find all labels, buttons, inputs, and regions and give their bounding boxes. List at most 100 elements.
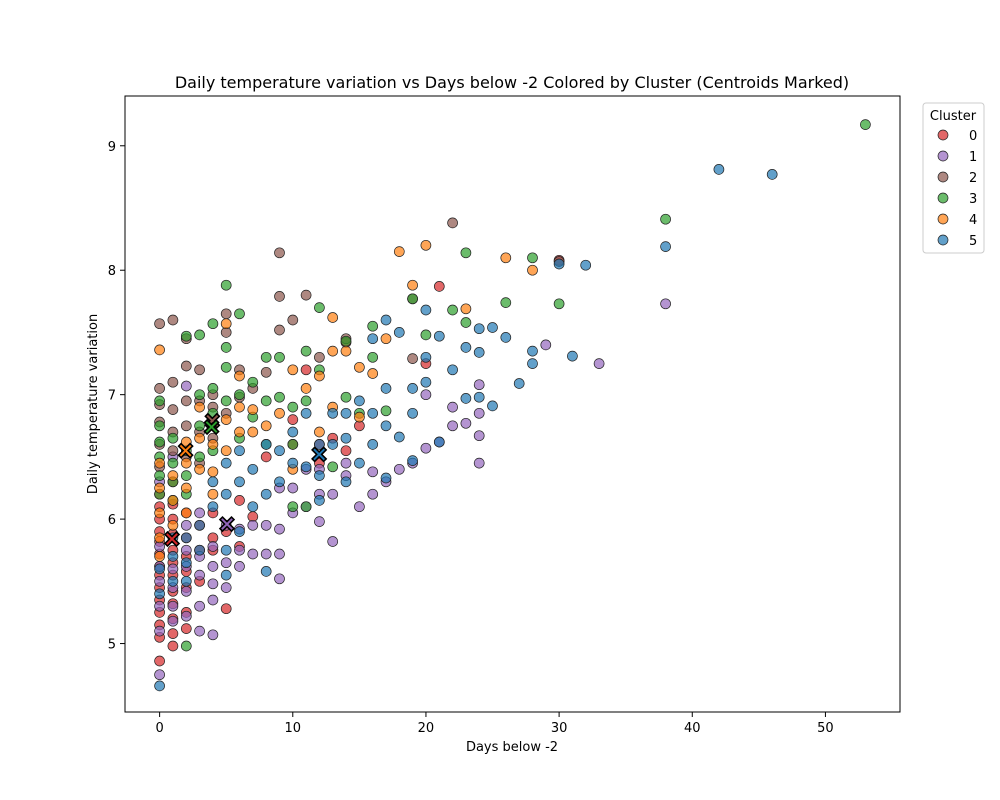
data-point-cluster-3 [300,395,312,407]
data-point-cluster-5 [393,327,405,338]
data-point-cluster-4 [380,333,392,345]
data-point-cluster-3 [234,389,245,401]
data-point-cluster-5 [380,472,392,484]
data-point-cluster-3 [260,351,272,363]
data-point-cluster-2 [180,360,192,372]
data-point-cluster-4 [167,495,179,506]
data-point-cluster-5 [314,439,325,450]
data-point-cluster-1 [420,442,432,454]
data-point-cluster-1 [207,629,219,641]
data-point-cluster-2 [167,404,179,415]
centroid-marker-cluster-4 [177,442,194,459]
data-point-cluster-3 [220,361,232,373]
data-point-cluster-5 [234,476,245,488]
data-point-cluster-0 [340,445,352,457]
data-point-cluster-5 [154,563,165,575]
data-point-cluster-3 [260,395,272,407]
legend-swatch-cluster-3 [937,192,949,204]
legend-items: 0 1 2 3 4 5 [937,129,977,249]
data-point-cluster-1 [220,582,232,593]
data-point-cluster-3 [380,405,392,417]
data-point-cluster-2 [167,376,179,388]
data-point-cluster-1 [207,594,219,606]
data-point-cluster-1 [194,600,205,612]
data-point-cluster-3 [287,439,299,450]
data-point-cluster-1 [260,519,272,531]
data-point-cluster-1 [194,569,205,581]
data-point-cluster-4 [300,383,312,394]
data-point-cluster-5 [234,445,245,457]
data-point-cluster-0 [167,640,179,652]
data-point-cluster-5 [260,488,272,500]
data-point-cluster-4 [194,463,205,475]
data-point-cluster-4 [220,414,232,425]
data-point-cluster-3 [274,351,285,363]
data-point-cluster-5 [194,544,205,556]
data-point-cluster-2 [274,324,285,336]
legend-swatch-cluster-1 [937,150,949,162]
data-point-cluster-3 [314,302,325,313]
legend-title: Cluster [930,109,977,124]
data-point-cluster-3 [287,401,299,413]
data-point-cluster-4 [407,279,418,291]
legend-box [922,102,985,254]
data-point-cluster-2 [300,289,312,301]
centroid-marker-cluster-1 [218,515,236,533]
data-point-cluster-3 [154,436,165,448]
data-point-cluster-4 [527,264,538,276]
data-point-cluster-1 [447,420,458,432]
data-point-cluster-2 [167,314,179,326]
data-point-cluster-5 [553,258,565,270]
data-point-cluster-0 [260,451,272,463]
data-point-cluster-3 [220,395,232,407]
data-point-cluster-2 [274,247,285,259]
data-point-cluster-1 [593,358,605,369]
data-point-cluster-1 [247,519,259,531]
legend-label-cluster-0: 0 [969,129,977,144]
data-point-cluster-3 [367,320,379,332]
data-point-cluster-0 [167,628,179,639]
data-point-cluster-5 [207,501,219,513]
data-point-cluster-3 [340,391,352,403]
data-point-cluster-5 [473,391,485,403]
data-point-cluster-5 [393,431,405,443]
data-point-cluster-5 [433,330,445,342]
data-point-cluster-3 [300,501,312,513]
data-point-cluster-5 [220,457,232,469]
x-tick-label: 40 [684,721,701,736]
data-point-cluster-5 [407,455,418,466]
data-point-cluster-5 [260,566,272,577]
data-point-cluster-1 [393,463,405,475]
data-point-cluster-4 [167,519,179,531]
data-point-cluster-5 [487,322,498,333]
data-point-cluster-5 [460,393,472,404]
data-point-cluster-1 [180,585,192,597]
data-point-cluster-1 [327,488,339,500]
data-point-cluster-3 [180,330,192,342]
data-point-cluster-1 [660,298,671,310]
centroid-marker-cluster-5 [311,446,328,463]
data-point-cluster-3 [447,304,458,316]
data-point-cluster-5 [180,575,192,587]
legend-label-cluster-1: 1 [969,150,977,165]
data-point-cluster-4 [154,551,165,562]
data-point-cluster-1 [274,573,285,585]
legend-swatch-cluster-2 [937,171,949,183]
data-point-cluster-1 [234,561,245,572]
data-point-cluster-0 [180,623,192,634]
data-point-cluster-1 [314,516,325,527]
data-point-cluster-0 [287,414,299,425]
data-point-cluster-1 [207,578,219,590]
legend-label-cluster-4: 4 [969,213,977,228]
data-point-cluster-4 [274,407,285,419]
data-point-cluster-3 [180,640,192,652]
data-point-cluster-0 [433,281,445,292]
data-point-cluster-5 [220,488,232,500]
data-point-cluster-1 [180,380,192,392]
data-point-cluster-4 [180,457,192,469]
data-point-cluster-4 [154,532,165,544]
data-point-cluster-1 [167,563,179,575]
data-point-cluster-5 [487,400,498,412]
legend-swatch-cluster-4 [937,213,949,225]
